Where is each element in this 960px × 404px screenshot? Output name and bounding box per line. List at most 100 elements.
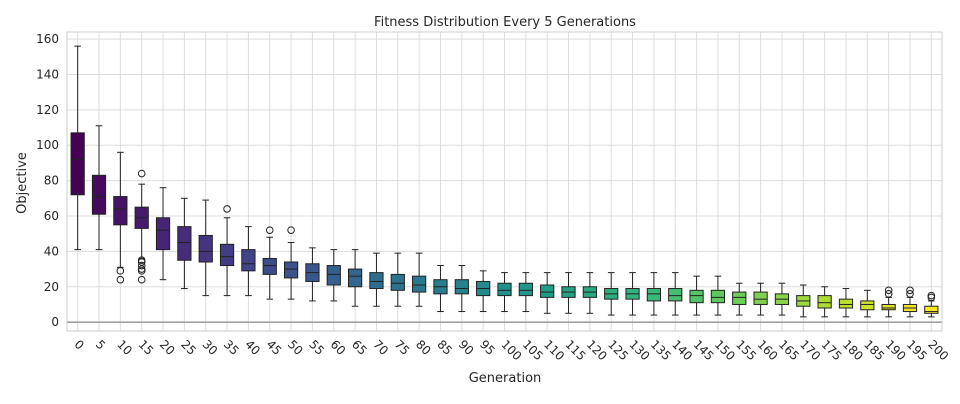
y-tick-label: 60	[44, 209, 59, 223]
y-tick-label: 40	[44, 244, 59, 258]
box-iqr	[347, 268, 363, 288]
box-generation-180	[838, 288, 854, 318]
box-generation-25	[177, 197, 192, 290]
box-generation-10	[113, 151, 128, 284]
outlier-point	[137, 275, 146, 284]
box-generation-95	[476, 270, 491, 313]
box-generation-70	[369, 252, 384, 307]
y-tick-label: 20	[44, 280, 59, 294]
box-iqr	[177, 226, 192, 261]
box-generation-100	[497, 272, 512, 313]
y-tick-label: 100	[36, 138, 59, 152]
box-iqr	[668, 288, 683, 302]
box-generation-110	[540, 272, 555, 314]
box-iqr	[753, 291, 768, 305]
box-iqr	[497, 282, 512, 297]
box-iqr	[113, 196, 128, 226]
outlier-point	[884, 290, 893, 298]
box-generation-60	[326, 249, 341, 302]
y-tick-label: 80	[44, 174, 59, 188]
outlier-point	[137, 261, 146, 270]
outlier-point	[223, 205, 231, 213]
y-tick-label: 120	[36, 103, 59, 117]
box-generation-125	[604, 272, 619, 316]
box-generation-75	[390, 252, 405, 307]
outlier-point	[116, 267, 125, 275]
box-generation-185	[860, 289, 875, 318]
box-generation-140	[668, 272, 683, 316]
box-iqr	[262, 257, 277, 275]
box-iqr	[390, 273, 405, 291]
box-iqr	[540, 284, 555, 298]
box-generation-5	[91, 125, 107, 251]
box-iqr	[326, 265, 341, 286]
plot-frame	[66, 31, 943, 332]
box-generation-15	[134, 169, 149, 284]
box-generation-190	[881, 286, 896, 318]
box-generation-55	[305, 247, 320, 302]
box-generation-200	[924, 291, 939, 318]
outlier-point	[884, 286, 893, 295]
y-tick-label: 0	[51, 315, 59, 329]
box-generation-170	[796, 284, 811, 318]
box-generation-65	[347, 249, 363, 307]
box-generation-195	[902, 286, 918, 318]
box-generation-160	[753, 282, 768, 316]
y-axis-label: Objective	[15, 152, 30, 214]
box-iqr	[241, 249, 256, 272]
box-iqr	[838, 298, 854, 309]
chart-title: Fitness Distribution Every 5 Generations	[374, 15, 636, 30]
box-generation-50	[283, 226, 299, 300]
box-iqr	[817, 295, 832, 309]
box-generation-0	[70, 45, 85, 251]
box-generation-85	[433, 265, 448, 313]
box-generation-90	[454, 265, 469, 313]
box-iqr	[881, 303, 896, 311]
box-generation-135	[646, 272, 662, 316]
outlier-point	[906, 286, 914, 295]
box-generation-105	[518, 272, 533, 313]
box-iqr	[155, 217, 171, 251]
box-generation-145	[689, 275, 704, 316]
box-generation-40	[241, 226, 256, 297]
box-iqr	[924, 305, 939, 314]
box-generation-45	[262, 226, 277, 300]
box-generation-155	[732, 282, 747, 316]
box-iqr	[369, 272, 384, 290]
y-tick-labels: 0 20 40 60 80 100 120 140 160	[36, 32, 59, 329]
outlier-point	[116, 275, 125, 284]
box-generation-165	[774, 282, 790, 316]
box-iqr	[70, 132, 85, 196]
box-generation-80	[412, 252, 427, 307]
y-tick-label: 140	[36, 67, 59, 81]
box-iqr	[710, 289, 726, 304]
box-iqr	[646, 288, 662, 302]
outlier-point	[137, 169, 146, 178]
outlier-point	[137, 267, 146, 275]
outlier-point	[906, 290, 914, 298]
box-generation-150	[710, 275, 726, 316]
outlier-point	[927, 293, 936, 302]
outlier-point	[265, 226, 274, 234]
box-iqr	[412, 275, 427, 293]
box-generation-30	[198, 199, 213, 297]
box-generation-130	[625, 272, 640, 316]
box-generation-115	[561, 272, 576, 314]
box-iqr	[454, 279, 469, 295]
y-tick-label: 160	[36, 32, 59, 46]
box-series	[70, 45, 939, 318]
box-generation-20	[155, 187, 171, 281]
box-iqr	[219, 243, 235, 267]
box-iqr	[860, 300, 875, 311]
box-iqr	[283, 261, 299, 279]
box-iqr	[689, 289, 704, 304]
outlier-point	[287, 226, 295, 234]
box-generation-120	[582, 272, 597, 314]
box-iqr	[732, 291, 747, 305]
box-iqr	[518, 282, 533, 297]
box-iqr	[91, 174, 107, 215]
box-generation-35	[219, 205, 235, 297]
